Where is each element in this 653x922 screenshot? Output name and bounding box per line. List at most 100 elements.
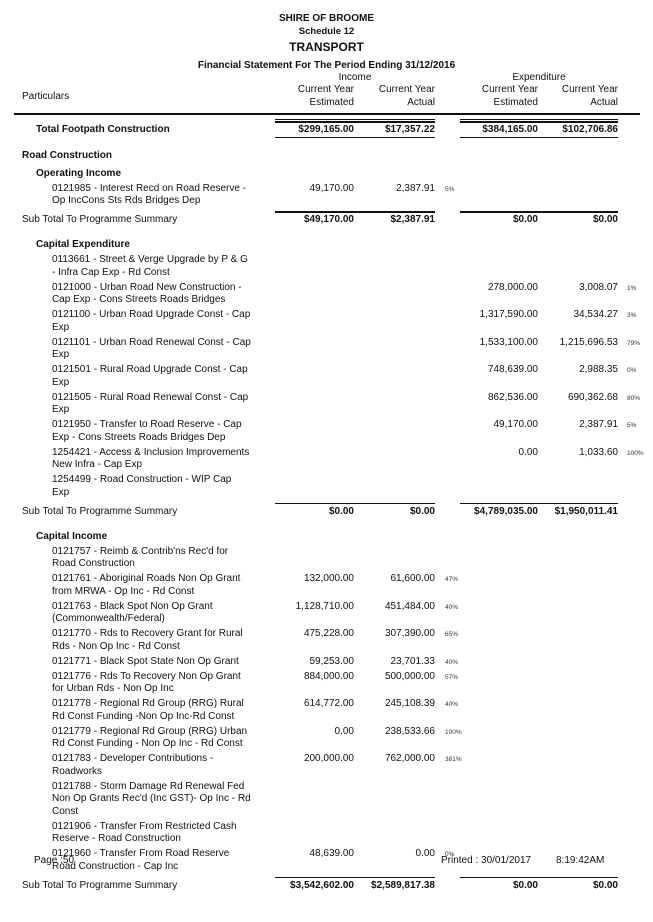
inc-est-value: 0.00 — [334, 725, 354, 737]
exp-est-value: $0.00 — [512, 214, 538, 225]
expenditure-percent: 0% — [627, 367, 637, 374]
inc-est-value: 614,772.00 — [303, 698, 354, 709]
subtotal-row-label: Sub Total To Programme Summary — [22, 505, 178, 517]
table-row-label: 0121788 - Storm Damage Rd Renewal Fed No… — [52, 780, 251, 817]
inc-est-value: 475,228.00 — [303, 628, 354, 639]
subtotal-row-label: Sub Total To Programme Summary — [22, 879, 178, 891]
exp-est-value: $384,165.00 — [482, 124, 538, 135]
income-percent: 47% — [445, 576, 459, 583]
table-row-label: 0121771 - Black Spot State Non Op Grant — [52, 655, 239, 667]
income-total-rule — [275, 121, 435, 123]
inc-act-value: $2,387.91 — [390, 214, 436, 225]
header-divider — [14, 113, 640, 115]
income-percent: 0% — [445, 851, 455, 858]
income-total-rule-top — [275, 119, 435, 120]
income-total-rule — [275, 211, 435, 213]
table-row-label: 0121778 - Regional Rd Group (RRG) Rural … — [52, 698, 244, 722]
inc-act-value: 307,390.00 — [384, 628, 435, 639]
table-row-label: 0121505 - Rural Road Renewal Const - Cap… — [52, 391, 249, 416]
table-row-label: 0121906 - Transfer From Restricted Cash … — [52, 820, 237, 845]
exp-est-value: 278,000.00 — [487, 281, 538, 293]
expenditure-total-rule-bottom — [460, 137, 618, 138]
inc-est-value: $0.00 — [328, 505, 354, 517]
exp-est-value: 1,533,100.00 — [479, 336, 538, 348]
income-percent: 381% — [445, 756, 462, 763]
table-row-label: 0113661 - Street & Verge Upgrade by P & … — [52, 254, 248, 278]
table-row-label: 0121101 - Urban Road Renewal Const - Cap… — [52, 336, 251, 361]
exp-act-value: 2,988.35 — [579, 364, 618, 375]
exp-act-value: 2,387.91 — [579, 419, 618, 430]
expenditure-total-rule — [460, 211, 618, 213]
table-row-label: 1254421 - Access & Inclusion Improvement… — [52, 446, 250, 471]
table-row-label: 0121000 - Urban Road New Construction - … — [52, 281, 242, 306]
exp-act-value: 34,534.27 — [573, 309, 619, 320]
inc-act-value: 500,000.00 — [384, 670, 435, 682]
table-row-label: 0121770 - Rds to Recovery Grant for Rura… — [52, 628, 243, 652]
inc-act-value: 23,701.33 — [390, 655, 436, 667]
expenditure-percent: 1% — [627, 284, 637, 292]
expenditure-total-rule — [460, 876, 618, 878]
inc-act-value: 0.00 — [415, 848, 435, 859]
org-name: SHIRE OF BROOME — [278, 13, 374, 24]
page-number: Page :50 — [34, 855, 75, 866]
table-row-label: 0121757 - Reimb & Contrib'ns Rec'd for R… — [52, 545, 229, 570]
inc-act-value: 245,108.39 — [384, 698, 435, 709]
income-percent: 40% — [445, 658, 459, 666]
exp-est-value: 49,170.00 — [493, 419, 539, 430]
expenditure-percent: 80% — [627, 394, 641, 402]
exp-act-value: $102,706.86 — [562, 124, 618, 135]
income-percent: 65% — [445, 631, 459, 638]
inc-est-value: 49,170.00 — [309, 182, 355, 194]
income-actual-header: Current Year Actual — [378, 84, 435, 108]
table-row-label: 0121960 - Transfer From Road Reserve Roa… — [52, 848, 230, 872]
exp-act-value: 3,008.07 — [579, 281, 618, 293]
inc-act-value: 762,000.00 — [384, 753, 435, 764]
inc-act-value: 2,387.91 — [396, 182, 435, 194]
table-row-label: 0121950 - Transfer to Road Reserve - Cap… — [52, 419, 242, 443]
table-row-label: 1254499 - Road Construction - WIP Cap Ex… — [52, 474, 232, 498]
table-row-label: 0121100 - Urban Road Upgrade Const - Cap… — [52, 309, 251, 333]
exp-est-value: 0.00 — [518, 446, 538, 458]
inc-est-value: 59,253.00 — [309, 655, 355, 667]
inc-est-value: 132,000.00 — [303, 573, 354, 584]
expenditure-percent: 3% — [627, 312, 637, 319]
exp-est-value: 748,639.00 — [487, 364, 538, 375]
section-row-label: Road Construction — [22, 149, 112, 161]
income-header: Income — [338, 72, 372, 83]
table-row-label: 0121779 - Regional Rd Group (RRG) Urban … — [52, 725, 248, 750]
exp-est-value: 1,317,590.00 — [479, 309, 538, 320]
printed-date: Printed : 30/01/2017 — [441, 855, 532, 866]
inc-est-value: 48,639.00 — [309, 848, 355, 859]
inc-act-value: 61,600.00 — [390, 573, 436, 584]
expenditure-estimated-header: Current Year Estimated — [481, 84, 538, 108]
schedule-label: Schedule 12 — [298, 26, 355, 37]
income-total-rule — [275, 876, 435, 878]
report-title: TRANSPORT — [289, 40, 364, 54]
expenditure-percent: 100% — [627, 449, 644, 457]
exp-act-value: $0.00 — [592, 879, 618, 891]
income-percent: 100% — [445, 728, 462, 736]
expenditure-header: Expenditure — [512, 72, 566, 83]
income-total-rule — [275, 502, 435, 504]
inc-act-value: $0.00 — [409, 505, 435, 517]
inc-est-value: $3,542,602.00 — [290, 879, 354, 891]
income-estimated-header: Current Year Estimated — [297, 84, 354, 108]
exp-act-value: 690,362.68 — [567, 391, 618, 403]
expenditure-percent: 5% — [627, 422, 637, 429]
inc-est-value: 1,128,710.00 — [295, 600, 354, 612]
exp-act-value: $0.00 — [592, 214, 618, 225]
exp-est-value: $4,789,035.00 — [474, 505, 538, 517]
table-row-label: 0121783 - Developer Contributions - Road… — [52, 753, 214, 777]
total-row-label: Total Footpath Construction — [36, 124, 170, 135]
income-percent: 57% — [445, 673, 459, 681]
inc-act-value: $17,357.22 — [384, 124, 435, 135]
inc-act-value: $2,589,817.38 — [371, 879, 435, 891]
inc-act-value: 238,533.66 — [384, 725, 435, 737]
inc-est-value: $299,165.00 — [298, 124, 354, 135]
income-percent: 40% — [445, 701, 459, 708]
exp-act-value: 1,215,696.53 — [559, 336, 618, 348]
table-row-label: 0121776 - Rds To Recovery Non Op Grant f… — [52, 670, 241, 695]
income-total-rule-bottom — [275, 137, 435, 138]
exp-act-value: $1,950,011.41 — [554, 505, 618, 517]
particulars-header: Particulars — [22, 91, 70, 102]
